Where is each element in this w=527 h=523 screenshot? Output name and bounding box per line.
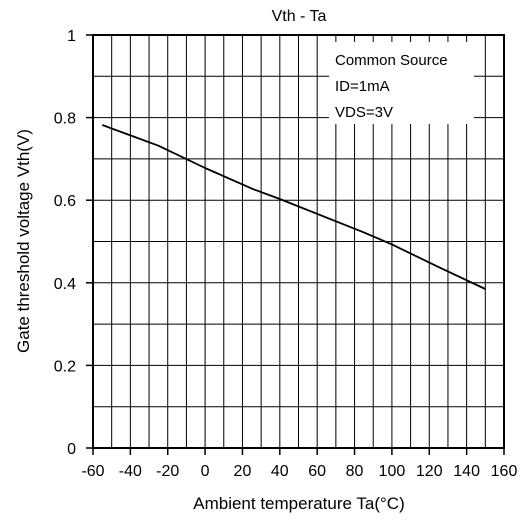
x-tick-label: 160: [491, 463, 518, 480]
annotation-vds: VDS=3V: [335, 104, 393, 121]
x-tick-label: -40: [119, 463, 142, 480]
axis-ticks: [86, 34, 505, 455]
x-axis-label: Ambient temperature Ta(°C): [193, 494, 405, 513]
chart-title: Vth - Ta: [272, 8, 327, 25]
y-axis-label: Gate threshold voltage Vth(V): [14, 129, 33, 353]
x-tick-label: 20: [234, 463, 252, 480]
y-tick-label: 0: [67, 441, 76, 458]
plot-area: [92, 34, 505, 449]
x-tick-label: -20: [156, 463, 179, 480]
x-tick-label: 80: [346, 463, 364, 480]
y-tick-label: 0.4: [54, 276, 76, 293]
series-group: [101, 124, 486, 290]
annotation-common-source: Common Source: [335, 52, 448, 69]
x-tick-label: 40: [271, 463, 289, 480]
series-line-vth: [101, 124, 486, 290]
y-tick-label: 0.8: [54, 111, 76, 128]
x-tick-label: -60: [81, 463, 104, 480]
x-tick-label: 0: [201, 463, 210, 480]
annotation-id: ID=1mA: [335, 78, 390, 95]
legend-annotations: Common Source ID=1mA VDS=3V: [329, 42, 474, 124]
x-tick-label: 140: [453, 463, 480, 480]
y-tick-label: 0.2: [54, 358, 76, 375]
x-tick-label: 120: [416, 463, 443, 480]
annotation-box: [329, 42, 474, 124]
y-tick-labels: 0 0.2 0.4 0.6 0.8 1: [54, 28, 76, 458]
x-tick-label: 100: [379, 463, 406, 480]
y-tick-label: 0.6: [54, 193, 76, 210]
x-tick-labels: -60 -40 -20 0 20 40 60 80 100 120 140 160: [81, 463, 517, 480]
x-tick-label: 60: [308, 463, 326, 480]
y-tick-label: 1: [67, 28, 76, 45]
